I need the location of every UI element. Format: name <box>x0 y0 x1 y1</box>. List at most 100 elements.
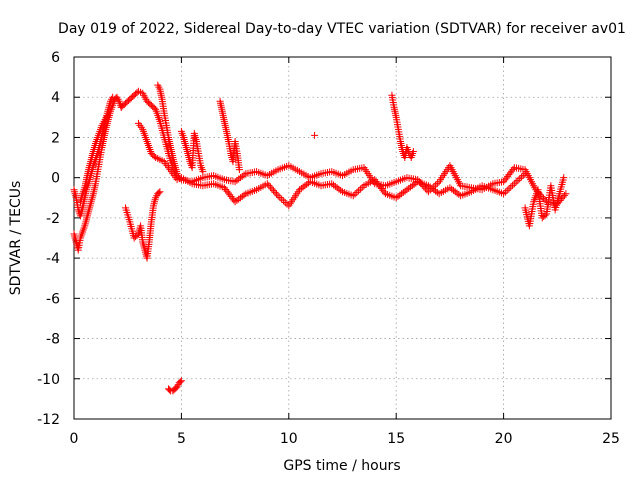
data-point <box>510 180 518 188</box>
data-point <box>392 194 400 202</box>
data-point <box>426 183 434 191</box>
series-late-scatter <box>521 174 568 230</box>
data-point <box>236 174 244 182</box>
data-point <box>509 165 517 173</box>
data-point <box>504 172 512 180</box>
data-point <box>297 184 305 192</box>
data-point <box>401 187 409 195</box>
data-point <box>446 184 454 192</box>
data-point <box>379 186 387 194</box>
data-point <box>408 182 416 190</box>
data-point <box>278 195 286 203</box>
data-point <box>560 191 568 199</box>
series-spike-4h <box>154 81 181 178</box>
y-tick-label: 4 <box>51 90 60 106</box>
data-point <box>224 189 232 197</box>
data-point <box>428 184 436 192</box>
data-point <box>455 190 463 198</box>
data-point <box>376 183 384 191</box>
y-tick-label: -12 <box>37 412 60 428</box>
series-post-peak-band <box>134 119 529 210</box>
data-point <box>507 183 515 191</box>
data-point <box>373 179 381 187</box>
data-point <box>349 192 357 200</box>
data-point <box>449 186 457 194</box>
data-point <box>424 182 432 190</box>
data-point <box>226 191 234 199</box>
data-point <box>279 197 287 205</box>
data-point <box>430 186 438 194</box>
data-point <box>377 184 385 192</box>
data-point <box>519 171 527 179</box>
grid-lines <box>74 57 611 419</box>
series-early-low-band <box>70 93 125 254</box>
data-point <box>236 194 244 202</box>
data-point <box>222 185 230 193</box>
data-point <box>432 187 440 195</box>
x-tick-label: 10 <box>280 431 298 447</box>
data-point <box>560 174 568 182</box>
data-point <box>233 196 241 204</box>
data-point <box>508 167 516 175</box>
series-early-upper-band <box>76 111 112 206</box>
data-point <box>155 189 163 197</box>
data-point <box>238 192 246 200</box>
data-point <box>503 186 511 194</box>
data-point <box>231 198 239 206</box>
data-point <box>330 181 338 189</box>
series-spike-15h <box>388 91 417 162</box>
data-point <box>265 181 273 189</box>
data-point <box>227 193 235 201</box>
data-point <box>301 182 309 190</box>
series-point-11h <box>311 131 319 139</box>
data-point <box>281 198 289 206</box>
y-axis-label: SDTVAR / TECUs <box>8 181 24 296</box>
y-tick-label: -4 <box>46 251 60 267</box>
data-point <box>516 175 524 183</box>
data-point <box>109 93 117 101</box>
data-point <box>353 188 361 196</box>
data-point <box>296 186 304 194</box>
data-point <box>407 183 415 191</box>
data-point <box>394 192 402 200</box>
y-tick-label: -6 <box>46 291 60 307</box>
series-dip-4h <box>122 188 164 262</box>
data-point <box>276 193 284 201</box>
data-point <box>150 152 158 160</box>
data-point <box>274 192 282 200</box>
series-spike-7h <box>216 97 243 174</box>
data-point <box>303 180 311 188</box>
data-point <box>509 181 517 189</box>
data-point <box>433 179 441 187</box>
x-tick-label: 25 <box>602 431 620 447</box>
data-point <box>399 188 407 196</box>
data-point <box>541 211 549 219</box>
x-tick-labels: 0 5 10 15 20 25 <box>70 431 620 447</box>
data-point <box>410 180 418 188</box>
data-point <box>358 183 366 191</box>
data-point <box>403 186 411 194</box>
x-tick-label: 15 <box>387 431 405 447</box>
data-point <box>424 188 432 196</box>
data-point <box>173 170 181 178</box>
data-point <box>268 185 276 193</box>
data-point <box>328 180 336 188</box>
data-point <box>238 172 246 180</box>
data-point <box>521 170 529 178</box>
x-tick-label: 5 <box>177 431 186 447</box>
data-point <box>505 171 513 179</box>
data-point <box>500 190 508 198</box>
data-point <box>199 168 207 176</box>
data-point <box>304 179 312 187</box>
data-point <box>501 188 509 196</box>
data-point <box>331 182 339 190</box>
data-point <box>371 176 379 184</box>
series-spike-5h <box>177 127 207 176</box>
y-tick-label: -10 <box>37 372 60 388</box>
data-points <box>70 81 570 395</box>
x-tick-label: 0 <box>70 431 79 447</box>
data-point <box>502 174 510 182</box>
data-point <box>228 194 236 202</box>
data-point <box>220 184 228 192</box>
data-point <box>451 188 459 196</box>
